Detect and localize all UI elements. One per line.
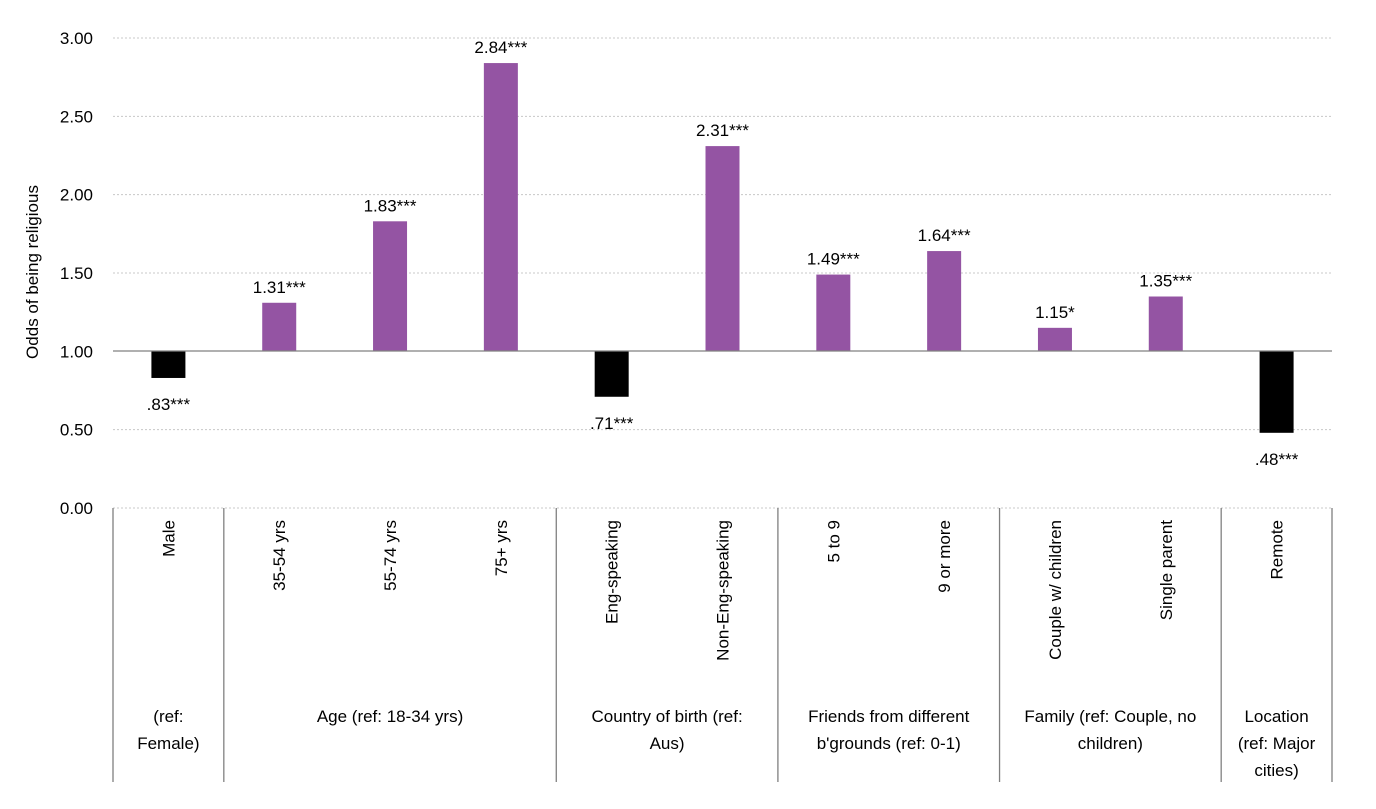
bar	[594, 351, 629, 397]
data-label: 2.31***	[696, 121, 749, 140]
category-label: Male	[159, 520, 178, 557]
y-tick-label: 3.00	[60, 29, 93, 48]
bar	[151, 351, 186, 378]
bar	[705, 146, 740, 352]
category-label: 9 or more	[935, 520, 954, 593]
category-label: Couple w/ children	[1046, 520, 1065, 660]
bar	[816, 274, 851, 352]
bar	[1037, 327, 1072, 352]
group-label: Aus)	[650, 734, 685, 753]
group-labels: (ref: Female) Age (ref: 18-34 yrs) Country …	[137, 707, 1315, 780]
y-tick-label: 1.50	[60, 264, 93, 283]
group-label: Age (ref: 18-34 yrs)	[317, 707, 463, 726]
bar	[262, 302, 297, 352]
category-label: Remote	[1268, 520, 1287, 580]
bar	[1259, 351, 1294, 433]
data-label: 1.64***	[918, 226, 971, 245]
bar	[483, 63, 518, 352]
category-dividers	[112, 508, 1333, 782]
y-tick-label: 2.50	[60, 107, 93, 126]
category-label: Non-Eng-speaking	[714, 520, 733, 661]
y-axis-ticks: 0.00 0.50 1.00 1.50 2.00 2.50 3.00	[60, 29, 93, 518]
y-tick-label: 2.00	[60, 186, 93, 205]
bar	[927, 251, 962, 352]
category-label: 55-74 yrs	[381, 520, 400, 591]
data-label: .83***	[147, 395, 191, 414]
group-label: Female)	[137, 734, 199, 753]
group-label: Location	[1244, 707, 1308, 726]
category-labels: Male 35-54 yrs 55-74 yrs 75+ yrs Eng-speakin…	[159, 520, 1286, 661]
data-label: 1.83***	[364, 196, 417, 215]
group-label: cities)	[1254, 761, 1298, 780]
y-tick-label: 1.00	[60, 342, 93, 361]
y-axis-label: Odds of being religious	[23, 185, 42, 359]
group-label: children)	[1078, 734, 1143, 753]
group-label: (ref: Major	[1238, 734, 1316, 753]
category-label: 75+ yrs	[492, 520, 511, 576]
data-label: .48***	[1255, 450, 1299, 469]
category-label: Single parent	[1157, 520, 1176, 620]
bar	[1148, 296, 1183, 352]
y-tick-label: 0.00	[60, 499, 93, 518]
data-label: .71***	[590, 414, 634, 433]
data-label: 1.15*	[1035, 303, 1075, 322]
data-label: 1.49***	[807, 250, 860, 269]
group-label: b'grounds (ref: 0-1)	[817, 734, 961, 753]
data-label: 1.35***	[1139, 272, 1192, 291]
data-label: 1.31***	[253, 278, 306, 297]
category-label: 5 to 9	[824, 520, 843, 563]
category-label: Eng-speaking	[603, 520, 622, 624]
bars	[151, 63, 1294, 433]
group-label: Country of birth (ref:	[592, 707, 743, 726]
group-label: Family (ref: Couple, no	[1024, 707, 1196, 726]
group-label: (ref:	[153, 707, 183, 726]
data-labels: .83*** 1.31*** 1.83*** 2.84*** .71*** 2.31***…	[147, 38, 1299, 469]
data-label: 2.84***	[474, 38, 527, 57]
group-label: Friends from different	[808, 707, 970, 726]
y-tick-label: 0.50	[60, 421, 93, 440]
category-label: 35-54 yrs	[270, 520, 289, 591]
bar	[373, 221, 408, 352]
